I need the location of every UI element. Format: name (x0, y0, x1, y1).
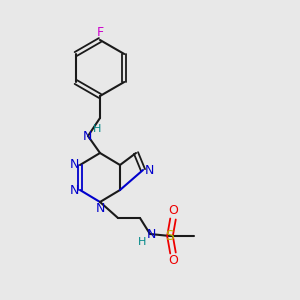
Text: H: H (93, 124, 101, 134)
Text: N: N (144, 164, 154, 176)
Text: N: N (146, 227, 156, 241)
Text: N: N (82, 130, 92, 143)
Text: O: O (168, 254, 178, 268)
Text: N: N (95, 202, 105, 214)
Text: N: N (69, 184, 79, 196)
Text: H: H (138, 237, 146, 247)
Text: O: O (168, 205, 178, 218)
Text: N: N (69, 158, 79, 172)
Text: S: S (166, 229, 174, 243)
Text: F: F (96, 26, 103, 38)
